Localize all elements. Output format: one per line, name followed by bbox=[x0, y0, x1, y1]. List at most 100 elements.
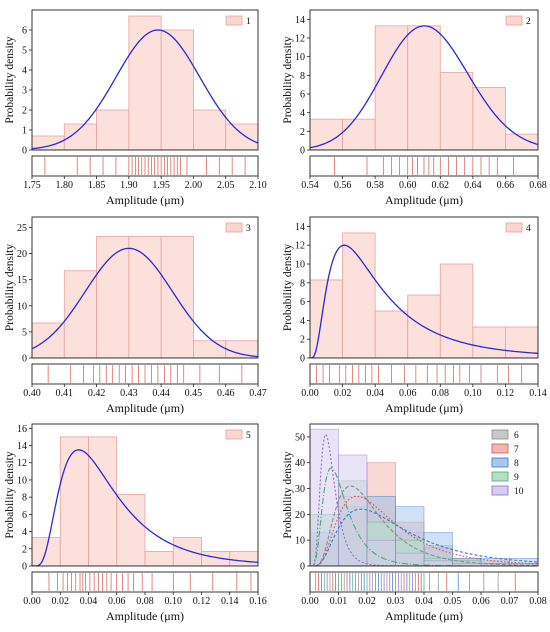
y-axis-label: Probability density bbox=[4, 451, 16, 538]
legend-swatch-8 bbox=[491, 457, 509, 468]
histogram-bar bbox=[310, 118, 343, 150]
legend-label: 5 bbox=[246, 431, 251, 441]
rug-frame bbox=[31, 571, 259, 593]
histogram-bar bbox=[193, 109, 227, 150]
legend-swatch-6 bbox=[491, 429, 509, 440]
y-tick-label: 14 bbox=[295, 15, 305, 26]
y-tick-label: 0 bbox=[22, 562, 27, 573]
legend-swatch bbox=[225, 15, 243, 26]
histogram-bar bbox=[193, 340, 227, 358]
y-tick-label: 10 bbox=[295, 52, 305, 63]
legend-label: 4 bbox=[526, 224, 531, 234]
x-tick-label: 0.47 bbox=[249, 388, 267, 399]
x-tick-label: 0.02 bbox=[334, 388, 352, 399]
x-axis-label: Amplitude (μm) bbox=[106, 401, 184, 415]
plot-area bbox=[32, 15, 258, 150]
x-tick-label: 0.58 bbox=[366, 180, 384, 191]
y-tick-label: 12 bbox=[17, 458, 27, 469]
histogram-bar bbox=[439, 72, 474, 150]
histogram-bar-series-10 bbox=[338, 454, 368, 566]
legend-swatch bbox=[505, 15, 523, 26]
x-tick-label: 0.02 bbox=[358, 596, 376, 607]
axes-frame bbox=[31, 216, 259, 359]
x-axis-label: Amplitude (μm) bbox=[385, 193, 463, 207]
histogram-bar bbox=[225, 123, 258, 150]
y-tick-label: 12 bbox=[295, 34, 305, 45]
x-tick-label: 0.10 bbox=[165, 596, 183, 607]
y-tick-label: 6 bbox=[22, 510, 27, 521]
y-tick-label: 2 bbox=[22, 106, 27, 117]
fit-curve bbox=[310, 25, 538, 149]
x-tick-label: 0.04 bbox=[366, 388, 384, 399]
x-tick-label: 0.60 bbox=[399, 180, 417, 191]
histogram-bar-series-10 bbox=[366, 539, 396, 566]
x-tick-label: 0.56 bbox=[334, 180, 352, 191]
chart-panel-5: 0 2 4 6 8 10 12 14 16 Probability density 0.00 0.02… bbox=[4, 423, 267, 623]
y-tick-label: 10 bbox=[17, 475, 27, 486]
x-tick-label: 1.75 bbox=[23, 180, 41, 191]
histogram-bar bbox=[374, 310, 409, 358]
y-tick-label: 2 bbox=[300, 335, 305, 346]
x-tick-label: 0.08 bbox=[432, 388, 450, 399]
histogram-bar bbox=[229, 550, 258, 566]
legend-label: 1 bbox=[246, 17, 251, 27]
x-tick-label: 0.04 bbox=[415, 596, 433, 607]
x-tick-label: 2.05 bbox=[217, 180, 235, 191]
histogram-bar bbox=[225, 340, 258, 358]
y-tick-label: 2 bbox=[300, 127, 305, 138]
x-tick-label: 0.44 bbox=[152, 388, 170, 399]
histogram-bar bbox=[59, 436, 89, 566]
y-tick-label: 0 bbox=[300, 354, 305, 365]
y-tick-label: 16 bbox=[17, 424, 27, 435]
rug-frame bbox=[309, 363, 539, 385]
x-tick-label: 0.64 bbox=[464, 180, 482, 191]
x-tick-label: 0.06 bbox=[108, 596, 126, 607]
y-tick-label: 10 bbox=[295, 536, 305, 547]
x-tick-label: 0.07 bbox=[501, 596, 519, 607]
x-tick-label: 0.68 bbox=[529, 180, 547, 191]
axes-frame bbox=[309, 423, 539, 567]
histogram-bar bbox=[505, 133, 538, 150]
legend-swatch bbox=[505, 222, 523, 233]
histogram-bar bbox=[439, 263, 474, 358]
y-tick-label: 0 bbox=[22, 354, 27, 365]
legend-label: 2 bbox=[526, 17, 531, 27]
x-tick-label: 1.95 bbox=[152, 180, 170, 191]
legend-swatch bbox=[225, 222, 243, 233]
fit-curve bbox=[32, 29, 258, 150]
histogram-bar-series-10 bbox=[395, 552, 425, 566]
y-tick-label: 14 bbox=[295, 222, 305, 233]
fit-curve-series-6 bbox=[310, 485, 538, 566]
fit-curve-series-7 bbox=[310, 495, 538, 566]
rug-frame bbox=[309, 155, 539, 177]
x-tick-label: 0.06 bbox=[472, 596, 490, 607]
x-tick-label: 0.41 bbox=[56, 388, 74, 399]
histogram-bar bbox=[407, 25, 441, 150]
x-tick-label: 0.08 bbox=[136, 596, 154, 607]
x-tick-label: 0.00 bbox=[301, 388, 319, 399]
y-tick-label: 4 bbox=[300, 316, 305, 327]
y-tick-label: 3 bbox=[22, 86, 27, 97]
x-tick-label: 0.46 bbox=[217, 388, 235, 399]
histogram-bar bbox=[342, 232, 376, 358]
x-tick-label: 0.54 bbox=[301, 180, 319, 191]
x-tick-label: 0.08 bbox=[529, 596, 547, 607]
x-tick-label: 2.10 bbox=[249, 180, 267, 191]
x-axis-label: Amplitude (μm) bbox=[106, 609, 184, 623]
fit-curve-series-9 bbox=[310, 467, 538, 566]
histogram-bar bbox=[172, 537, 202, 566]
y-tick-label: 20 bbox=[295, 510, 305, 521]
x-tick-label: 0.40 bbox=[23, 388, 41, 399]
axes-frame bbox=[31, 9, 259, 151]
legend-swatch bbox=[225, 429, 243, 440]
fit-curve bbox=[32, 449, 258, 566]
y-tick-label: 10 bbox=[295, 260, 305, 271]
y-tick-label: 14 bbox=[17, 441, 27, 452]
histogram-bar bbox=[116, 494, 146, 566]
x-tick-label: 0.02 bbox=[52, 596, 70, 607]
y-tick-label: 4 bbox=[22, 66, 27, 77]
legend-label-8: 8 bbox=[514, 459, 519, 469]
legend-label-7: 7 bbox=[514, 445, 519, 455]
